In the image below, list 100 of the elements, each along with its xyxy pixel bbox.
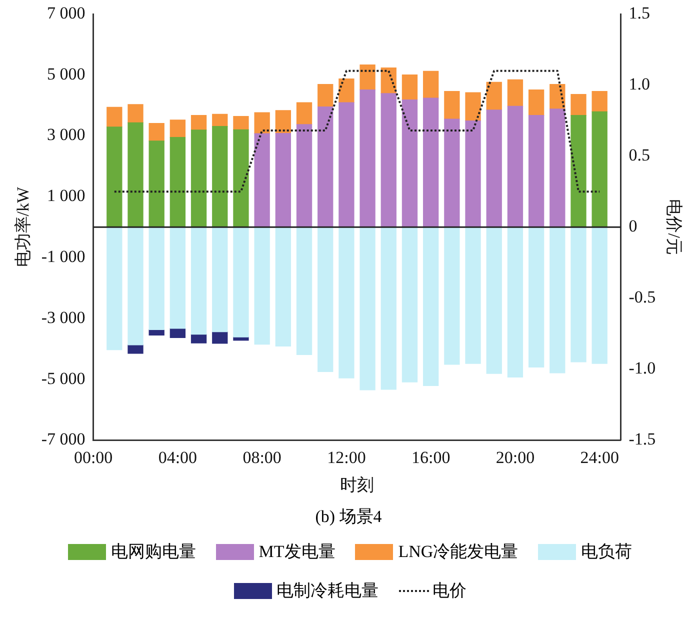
y2-tick-label: 0 xyxy=(628,216,638,236)
x-tick-label: 16:00 xyxy=(411,448,450,467)
bar xyxy=(275,133,291,228)
text: (b) 场景4 xyxy=(314,506,383,528)
bar xyxy=(106,106,122,128)
y2-tick-label: -0.5 xyxy=(628,288,656,307)
bar xyxy=(444,118,460,228)
y2-tick-label: -1.5 xyxy=(628,430,656,449)
bar xyxy=(570,226,586,362)
bar xyxy=(360,226,376,390)
bar xyxy=(380,93,396,228)
bar xyxy=(190,115,207,130)
y-tick-label: 7 000 xyxy=(47,3,86,22)
y-tick-label: 1 000 xyxy=(47,186,86,206)
bar xyxy=(318,226,334,372)
bar xyxy=(128,104,144,124)
bar xyxy=(570,94,586,116)
bar xyxy=(402,74,418,100)
y2-tick-label: 1.0 xyxy=(628,74,650,94)
y-tick-label: -7 000 xyxy=(41,430,86,449)
bar xyxy=(128,226,144,346)
legend-label: 电负荷 xyxy=(581,541,632,563)
bar xyxy=(528,89,544,116)
bar xyxy=(360,64,376,90)
legend-label: MT发电量 xyxy=(258,541,336,563)
bar xyxy=(486,110,502,228)
bar xyxy=(170,226,186,329)
legend-label: 电制冷耗电量 xyxy=(276,580,378,602)
bar xyxy=(507,226,524,378)
bar xyxy=(254,226,270,345)
x-tick-label: 12:00 xyxy=(327,448,366,467)
bar xyxy=(275,110,291,134)
legend-label: LNG冷能发电量 xyxy=(398,541,518,563)
y-tick-label: -5 000 xyxy=(41,368,86,388)
bar xyxy=(338,102,354,228)
bar xyxy=(444,226,460,365)
bar xyxy=(254,112,270,134)
bar xyxy=(486,82,502,110)
bar xyxy=(528,226,544,368)
x-axis-title: 时刻 xyxy=(340,475,374,494)
bar xyxy=(570,115,586,228)
bar xyxy=(170,328,186,338)
bar xyxy=(465,226,481,364)
bar xyxy=(423,70,439,98)
y2-tick-label: -1.0 xyxy=(628,358,656,378)
bar xyxy=(360,89,376,228)
bar xyxy=(318,106,334,228)
bar xyxy=(444,90,460,120)
x-tick-label: 24:00 xyxy=(580,448,619,467)
bar xyxy=(507,106,524,228)
bar xyxy=(275,226,291,346)
bar xyxy=(233,129,249,228)
bar xyxy=(170,136,186,228)
bar xyxy=(148,140,164,228)
x-tick-label: 08:00 xyxy=(242,448,282,467)
bar xyxy=(550,226,566,374)
bar xyxy=(170,120,186,138)
bar xyxy=(106,226,122,350)
bar xyxy=(296,102,312,125)
bar xyxy=(465,120,481,228)
bar xyxy=(128,122,144,228)
bar xyxy=(486,226,502,374)
y-tick-label: -1 000 xyxy=(41,247,86,266)
bar xyxy=(106,126,122,228)
bar xyxy=(550,84,566,110)
legend-label: 电价 xyxy=(432,580,466,602)
bar xyxy=(233,116,249,130)
bar xyxy=(380,226,396,390)
y-tick-label: -3 000 xyxy=(41,308,86,327)
bar xyxy=(402,100,418,228)
bar xyxy=(212,114,228,127)
y2-tick-label: 1.5 xyxy=(628,3,650,22)
bar xyxy=(528,115,544,228)
bar xyxy=(190,226,207,335)
bar xyxy=(212,126,228,228)
bar xyxy=(423,98,439,228)
bar xyxy=(338,78,354,103)
bar xyxy=(296,226,312,355)
legend-label: 电网购电量 xyxy=(110,541,196,563)
bar xyxy=(338,226,354,378)
x-tick-label: 00:00 xyxy=(74,448,113,467)
y-tick-label: 5 000 xyxy=(47,64,86,84)
bar xyxy=(465,92,481,122)
bar xyxy=(550,108,566,228)
bar xyxy=(148,226,164,330)
y2-tick-label: 0.5 xyxy=(628,146,650,165)
bar xyxy=(318,84,334,108)
bar xyxy=(233,226,249,338)
y2-axis-title: 电价/元 xyxy=(664,199,684,255)
bar xyxy=(592,111,608,228)
bar xyxy=(212,331,228,344)
bar xyxy=(402,226,418,382)
bar xyxy=(592,226,608,364)
bar xyxy=(254,133,270,228)
bar xyxy=(128,344,144,354)
y-axis-title: 电功率/kW xyxy=(14,186,33,268)
x-tick-label: 20:00 xyxy=(496,448,535,467)
bar xyxy=(507,79,524,107)
x-tick-label: 04:00 xyxy=(158,448,198,467)
bar xyxy=(190,334,207,344)
